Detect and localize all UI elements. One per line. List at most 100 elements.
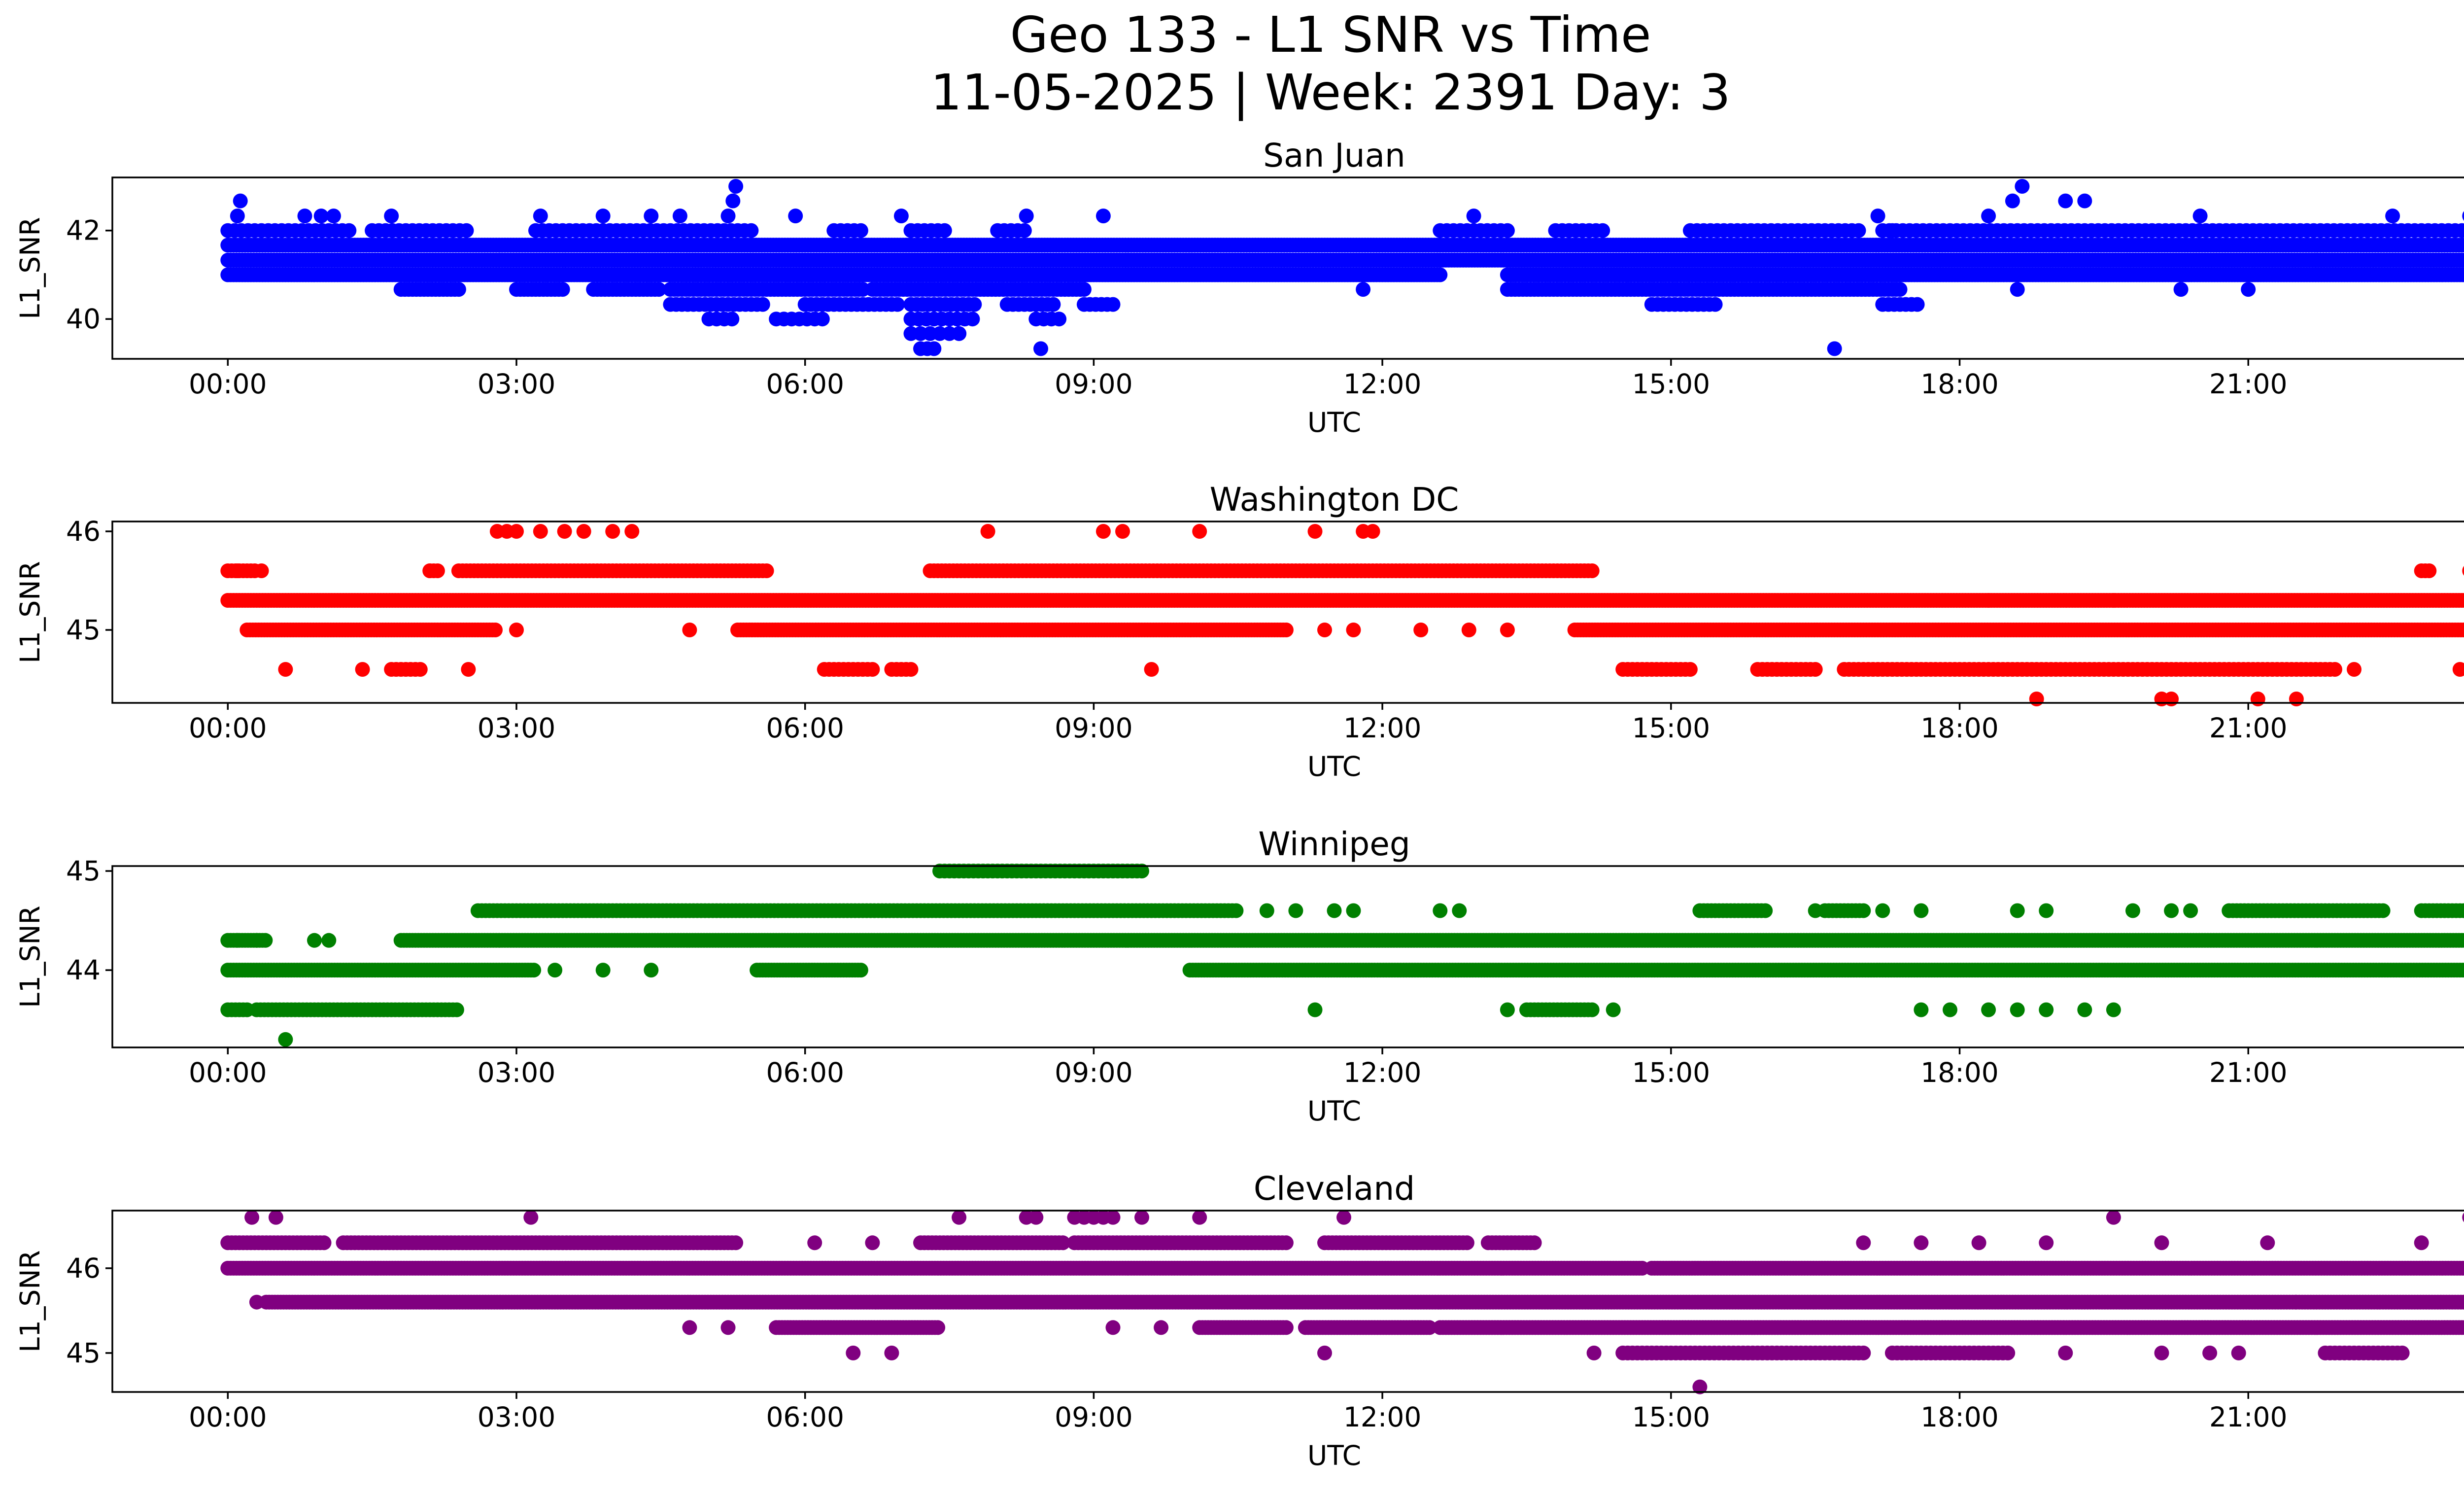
data-point [509,623,524,637]
x-tick-label: 03:00 [478,712,556,744]
data-point [605,524,620,539]
x-tick-label: 03:00 [478,368,556,400]
data-point [1682,662,1698,677]
data-point [815,312,830,327]
data-point [461,662,476,677]
data-point [533,524,548,539]
data-point [1808,662,1823,677]
data-series [220,524,2464,706]
data-point [355,662,370,677]
figure-title-line-1: Geo 133 - L1 SNR vs Time [1010,6,1651,64]
data-point [2454,223,2464,238]
x-tick-label: 15:00 [1632,712,1711,744]
data-point [2192,209,2208,224]
data-point [576,524,591,539]
data-point [725,193,741,209]
y-axis-label: L1_SNR [14,217,46,319]
data-point [2327,662,2342,677]
data-point [1317,623,1332,637]
data-point [682,623,697,637]
data-point [1278,623,1294,637]
data-point [937,223,952,238]
data-point [233,193,248,209]
data-point [1356,282,1371,297]
data-point [672,209,687,224]
data-point [1584,563,1600,578]
axes-frame [111,176,2464,360]
subplot-title: Washington DC [1210,481,1459,519]
data-point [1115,524,1130,539]
data-point [459,223,474,238]
data-point [759,563,774,578]
y-tick-label: 45 [66,614,101,646]
y-axis-label: L1_SNR [14,561,46,663]
data-point [2250,692,2265,706]
subplot-1: Washington DC 00:00 03:00 06:00 09:00 12:00 15… [14,481,2464,782]
data-point [724,312,740,327]
x-tick-label: 09:00 [1055,712,1133,744]
subplot-panels: San Juan 00:00 03:00 06:00 09:00 12:00 15:00 18… [14,137,2464,1471]
data-point [2015,179,2030,194]
data-point [853,223,868,238]
data-point [1708,297,1723,312]
data-point [1892,282,1908,297]
data-point [2460,253,2464,267]
data-point [926,341,942,356]
data-point [903,662,919,677]
data-point [1500,623,1515,637]
data-point [1981,593,1996,608]
data-point [980,524,995,539]
data-point [1884,223,1900,238]
data-point [297,209,312,224]
subplot-title: Winnipeg [1258,825,1410,863]
x-tick-label: 12:00 [1343,368,1422,400]
data-point [744,223,759,238]
data-point [2289,692,2304,706]
data-point [533,209,548,224]
data-point [230,563,245,578]
x-tick-label: 21:00 [2209,368,2288,400]
x-tick-label: 12:00 [1343,712,1422,744]
x-tick-label: 00:00 [189,712,267,744]
data-point [384,209,399,224]
data-point [644,209,659,224]
y-tick-label: 40 [66,303,101,335]
data-point [720,209,736,224]
data-point [2010,282,2025,297]
data-point [728,179,744,194]
data-point [254,563,269,578]
data-point [788,209,803,224]
x-tick-label: 06:00 [766,712,844,744]
data-point [1910,297,1925,312]
data-point [755,297,770,312]
data-point [1052,312,1067,327]
data-point [890,297,905,312]
figure-title-line-2: 11-05-2025 | Week: 2391 Day: 3 [930,64,1730,121]
data-point [1870,209,1885,224]
x-tick-label: 06:00 [766,368,844,400]
data-series [220,179,2464,356]
subplot-title: San Juan [1263,137,1405,174]
data-point [2164,692,2179,706]
data-point [2347,662,2361,677]
data-point [2173,282,2189,297]
data-point [278,662,293,677]
data-point [342,223,357,238]
data-point [1346,623,1361,637]
data-point [1076,282,1092,297]
x-tick-label: 21:00 [2209,712,2288,744]
data-point [1413,623,1429,637]
data-point [2385,209,2400,224]
x-tick-label: 15:00 [1632,368,1711,400]
data-point [595,209,611,224]
x-tick-label: 18:00 [1920,712,1999,744]
data-point [422,563,438,578]
data-point [2461,269,2464,281]
x-axis-label: UTC [1307,407,1361,438]
data-point [451,282,466,297]
data-point [1365,524,1380,539]
data-point [2029,692,2044,706]
y-tick-label: 42 [66,215,101,246]
data-point [2005,193,2020,209]
